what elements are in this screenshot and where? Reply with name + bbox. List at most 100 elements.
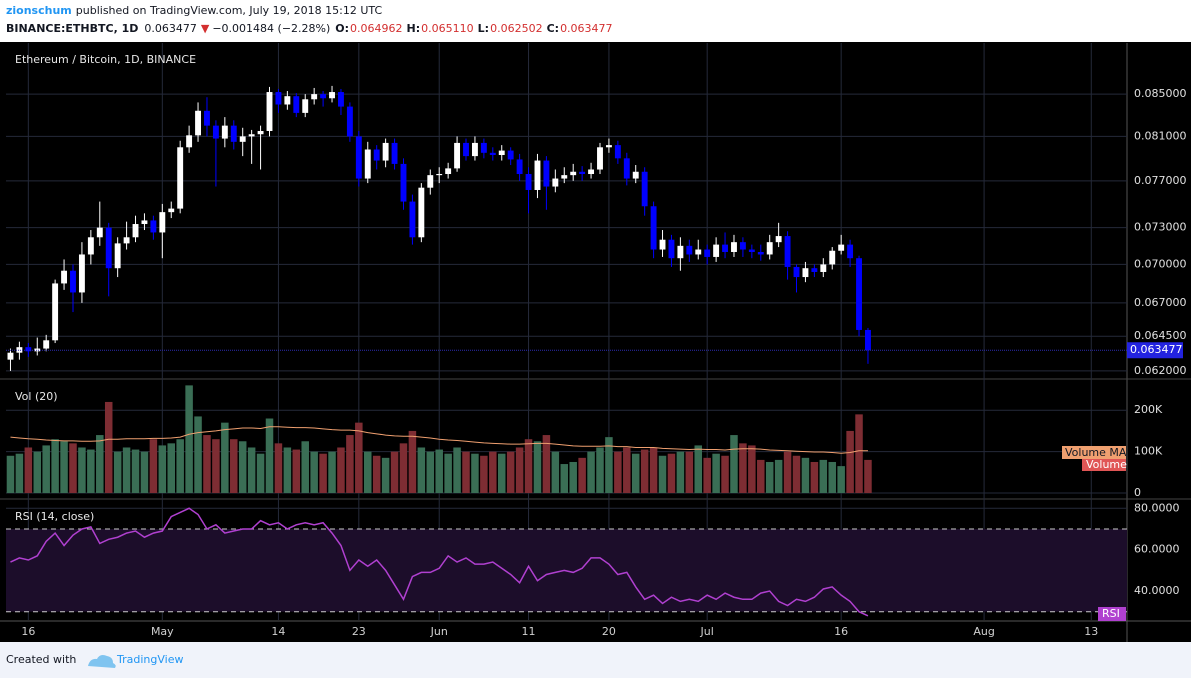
x-tick-label: Jun bbox=[430, 625, 448, 638]
volume-bar bbox=[631, 453, 640, 494]
volume-bar bbox=[721, 455, 729, 494]
y-tick-label: 0.067000 bbox=[1134, 296, 1187, 309]
candle-body bbox=[302, 99, 309, 113]
author: zionschum bbox=[6, 4, 72, 17]
candle-body bbox=[668, 239, 675, 259]
volume-bar bbox=[212, 439, 220, 494]
candle-body bbox=[221, 125, 228, 139]
candle-body bbox=[793, 266, 800, 278]
volume-bar bbox=[203, 435, 211, 494]
candle-body bbox=[605, 145, 612, 148]
y-tick-label: 0.085000 bbox=[1134, 87, 1187, 100]
candle-body bbox=[686, 245, 693, 255]
volume-bar bbox=[265, 418, 274, 494]
volume-bar bbox=[221, 422, 229, 494]
candle-body bbox=[489, 152, 496, 156]
volume-bar bbox=[694, 445, 703, 494]
candle-body bbox=[7, 352, 14, 360]
legend-label: Volume MA bbox=[1065, 446, 1127, 459]
candle-body bbox=[838, 244, 845, 251]
volume-bar bbox=[578, 457, 586, 494]
volume-bar bbox=[408, 430, 417, 494]
volume-bar bbox=[524, 439, 533, 494]
volume-bar bbox=[444, 453, 452, 494]
header-bg bbox=[0, 0, 1191, 42]
volume-bar bbox=[453, 447, 461, 494]
candle-body bbox=[516, 159, 523, 175]
x-tick-label: May bbox=[151, 625, 174, 638]
candle-body bbox=[186, 135, 193, 148]
low-label: L: bbox=[478, 22, 489, 35]
y-tick-label: 0.070000 bbox=[1134, 257, 1187, 270]
candle-body bbox=[588, 169, 595, 175]
candle-body bbox=[16, 347, 23, 353]
x-tick-label: 20 bbox=[602, 625, 616, 638]
volume-bar bbox=[364, 451, 372, 494]
volume-bar bbox=[399, 443, 408, 494]
candle-body bbox=[471, 142, 478, 157]
candle-body bbox=[552, 178, 559, 187]
candle-body bbox=[525, 174, 532, 190]
pane-title: Ethereum / Bitcoin, 1D, BINANCE bbox=[15, 53, 196, 66]
volume-bar bbox=[33, 451, 42, 494]
volume-bar bbox=[569, 461, 577, 494]
volume-bar bbox=[685, 451, 694, 494]
volume-bar bbox=[810, 461, 819, 494]
candle-body bbox=[141, 220, 148, 225]
volume-bar bbox=[783, 451, 792, 494]
candle-body bbox=[52, 283, 59, 341]
volume-bar bbox=[6, 455, 15, 494]
volume-bar bbox=[140, 451, 149, 494]
volume-bar bbox=[15, 453, 24, 494]
candle-body bbox=[766, 242, 773, 255]
open-value: 0.064962 bbox=[350, 22, 403, 35]
volume-bar bbox=[78, 447, 86, 494]
candle-body bbox=[641, 171, 648, 207]
candle-body bbox=[865, 329, 871, 351]
x-tick-label: 23 bbox=[352, 625, 366, 638]
y-tick-label: 0.064500 bbox=[1134, 329, 1187, 342]
volume-bar bbox=[87, 449, 95, 494]
volume-bar bbox=[292, 449, 301, 494]
candle-body bbox=[212, 125, 219, 139]
candle-body bbox=[150, 220, 157, 233]
candle-body bbox=[829, 250, 836, 265]
volume-bar bbox=[605, 437, 613, 494]
candle-body bbox=[802, 268, 809, 278]
candle-body bbox=[293, 96, 300, 113]
low-value: 0.062502 bbox=[490, 22, 543, 35]
volume-bar bbox=[24, 447, 33, 494]
volume-bar bbox=[417, 447, 426, 494]
volume-bar bbox=[792, 455, 801, 494]
candle-body bbox=[248, 134, 255, 137]
volume-bar bbox=[381, 457, 390, 494]
candle-body bbox=[400, 163, 407, 202]
volume-bar bbox=[69, 443, 77, 494]
y-tick-label: 40.0000 bbox=[1134, 584, 1180, 597]
volume-bar bbox=[274, 443, 283, 494]
candle-body bbox=[311, 94, 318, 100]
legend-label: RSI bbox=[1102, 607, 1120, 620]
candle-body bbox=[445, 168, 452, 175]
candle-body bbox=[677, 245, 684, 259]
volume-bar bbox=[560, 464, 569, 494]
candle-body bbox=[463, 142, 469, 157]
volume-bar bbox=[247, 447, 256, 494]
candle-body bbox=[820, 264, 827, 272]
candle-body bbox=[856, 258, 862, 330]
x-tick-label: Aug bbox=[973, 625, 994, 638]
symbol: BINANCE:ETHBTC, 1D bbox=[6, 22, 138, 35]
volume-bar bbox=[846, 430, 854, 494]
volume-bar bbox=[60, 441, 68, 494]
volume-bar bbox=[614, 451, 622, 494]
candle-body bbox=[847, 244, 854, 259]
x-tick-label: 13 bbox=[1084, 625, 1098, 638]
candle-body bbox=[123, 237, 130, 244]
candle-body bbox=[132, 224, 139, 238]
candle-body bbox=[722, 244, 728, 252]
candle-body bbox=[561, 175, 568, 179]
volume-bar bbox=[185, 385, 193, 494]
last-price-label: 0.063477 bbox=[1130, 343, 1183, 356]
volume-bar bbox=[837, 466, 845, 494]
candle-body bbox=[480, 142, 487, 153]
